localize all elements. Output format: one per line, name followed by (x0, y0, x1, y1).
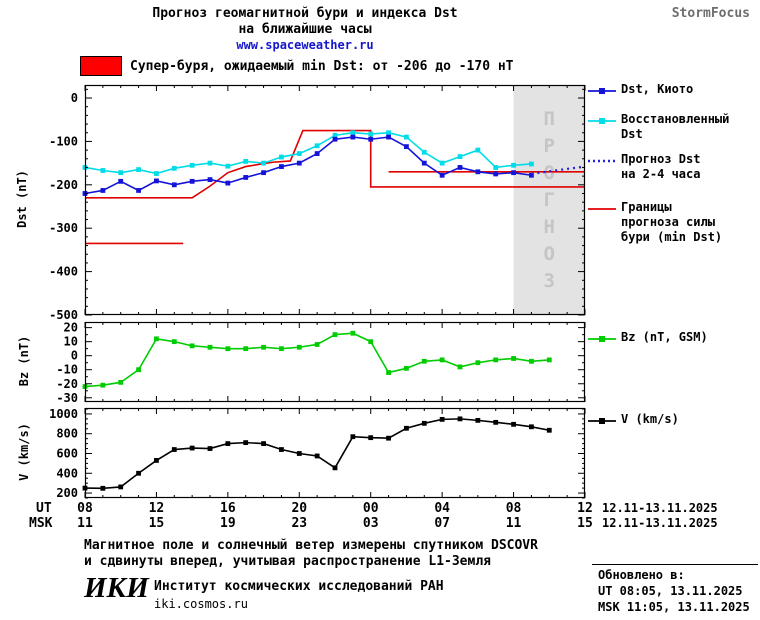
legend-item-v: V (km/s) (588, 412, 679, 430)
x-tick-msk: 03 (362, 516, 379, 531)
svg-text:Г: Г (544, 189, 555, 211)
svg-text:-10: -10 (56, 363, 78, 377)
svg-text:0: 0 (71, 349, 78, 363)
svg-text:О: О (544, 162, 555, 184)
x-tick-ut: 08 (505, 501, 522, 516)
svg-text:0: 0 (71, 91, 78, 105)
svg-text:800: 800 (56, 427, 78, 441)
legend-item-storm-bounds: Границы прогноза силы бури (min Dst) (588, 200, 722, 245)
iki-site-link[interactable]: iki.cosmos.ru (154, 597, 248, 611)
x-tick-msk: 11 (505, 516, 522, 531)
v-axis-label: V (km/s) (17, 423, 31, 481)
svg-text:10: 10 (64, 335, 78, 349)
v-line-icon (588, 415, 616, 430)
x-tick-ut: 12 (577, 501, 593, 516)
iki-logo: ИКИ (84, 572, 149, 604)
x-tick-ut: 12 (148, 501, 165, 516)
brand-label: StormFocus (671, 6, 750, 21)
dst-axis-label: Dst (nT) (15, 170, 29, 228)
x-tick-ut: 20 (291, 501, 308, 516)
svg-text:200: 200 (56, 486, 78, 500)
x-tick-ut: 00 (362, 501, 379, 516)
legend-label: Dst, Киото (621, 82, 694, 96)
legend-label: Прогноз Dst на 2-4 часа (621, 152, 701, 181)
svg-text:20: 20 (64, 321, 78, 335)
msk-row-label: MSK (29, 516, 53, 531)
x-tick-msk: 11 (77, 516, 93, 531)
restored-dst-line-icon (588, 115, 616, 142)
svg-text:-200: -200 (49, 178, 78, 192)
legend-item-bz: Bz (nT, GSM) (588, 330, 708, 348)
storm-bounds-line-icon (588, 203, 616, 245)
updated-label: Обновлено в: (598, 568, 685, 582)
x-tick-msk: 19 (220, 516, 236, 531)
svg-text:1000: 1000 (49, 407, 78, 421)
svg-text:П: П (544, 108, 555, 130)
svg-text:-100: -100 (49, 134, 78, 148)
updated-ut: UT 08:05, 13.11.2025 (598, 584, 743, 598)
dst-kyoto-line-icon (588, 85, 616, 100)
x-tick-msk: 15 (148, 516, 165, 531)
svg-text:-300: -300 (49, 221, 78, 235)
legend-item-restored-dst: Восстановленный Dst (588, 112, 729, 142)
legend-label: Bz (nT, GSM) (621, 330, 708, 344)
svg-text:О: О (544, 243, 555, 265)
forecast-dst-dotted-line-icon (588, 155, 616, 182)
msk-date-range: 12.11-13.11.2025 (602, 516, 718, 530)
legend-label: V (km/s) (621, 412, 679, 426)
x-tick-ut: 04 (434, 501, 450, 516)
svg-text:600: 600 (56, 446, 78, 460)
x-tick-msk: 15 (577, 516, 593, 531)
svg-text:-500: -500 (49, 308, 78, 322)
svg-text:Н: Н (544, 216, 555, 238)
spaceweather-link[interactable]: www.spaceweather.ru (236, 38, 374, 52)
x-tick-ut: 08 (77, 501, 93, 516)
x-tick-msk: 23 (291, 516, 308, 531)
storm-alert-text: Супер-буря, ожидаемый min Dst: от -206 д… (130, 59, 514, 74)
footer-note-line1: Магнитное поле и солнечный ветер измерен… (84, 538, 538, 553)
x-tick-msk: 07 (434, 516, 450, 531)
ut-row-label: UT (36, 501, 52, 516)
updated-msk: MSK 11:05, 13.11.2025 (598, 600, 750, 614)
svg-text:-400: -400 (49, 265, 78, 279)
page-title: Прогноз геомагнитной бури и индекса Dst … (70, 6, 540, 38)
page-title-line2: на ближайшие часы (238, 22, 372, 37)
legend-label: Границы прогноза силы бури (min Dst) (621, 200, 723, 244)
legend-item-forecast-dst: Прогноз Dst на 2-4 часа (588, 152, 700, 182)
x-tick-ut: 16 (220, 501, 236, 516)
legend-item-dst-kyoto: Dst, Киото (588, 82, 693, 100)
legend-label: Восстановленный Dst (621, 112, 730, 141)
ut-date-range: 12.11-13.11.2025 (602, 501, 718, 515)
updated-divider (592, 564, 758, 565)
footer-note-line2: и сдвинуты вперед, учитывая распростране… (84, 554, 491, 569)
svg-text:-30: -30 (56, 391, 78, 405)
institute-name: Институт космических исследований РАН (154, 579, 444, 594)
svg-text:400: 400 (56, 466, 78, 480)
svg-text:З: З (544, 270, 555, 292)
svg-text:Р: Р (544, 135, 555, 157)
page-title-line1: Прогноз геомагнитной бури и индекса Dst (152, 6, 458, 21)
bz-line-icon (588, 333, 616, 348)
storm-level-swatch (80, 56, 122, 76)
svg-text:-20: -20 (56, 377, 78, 391)
